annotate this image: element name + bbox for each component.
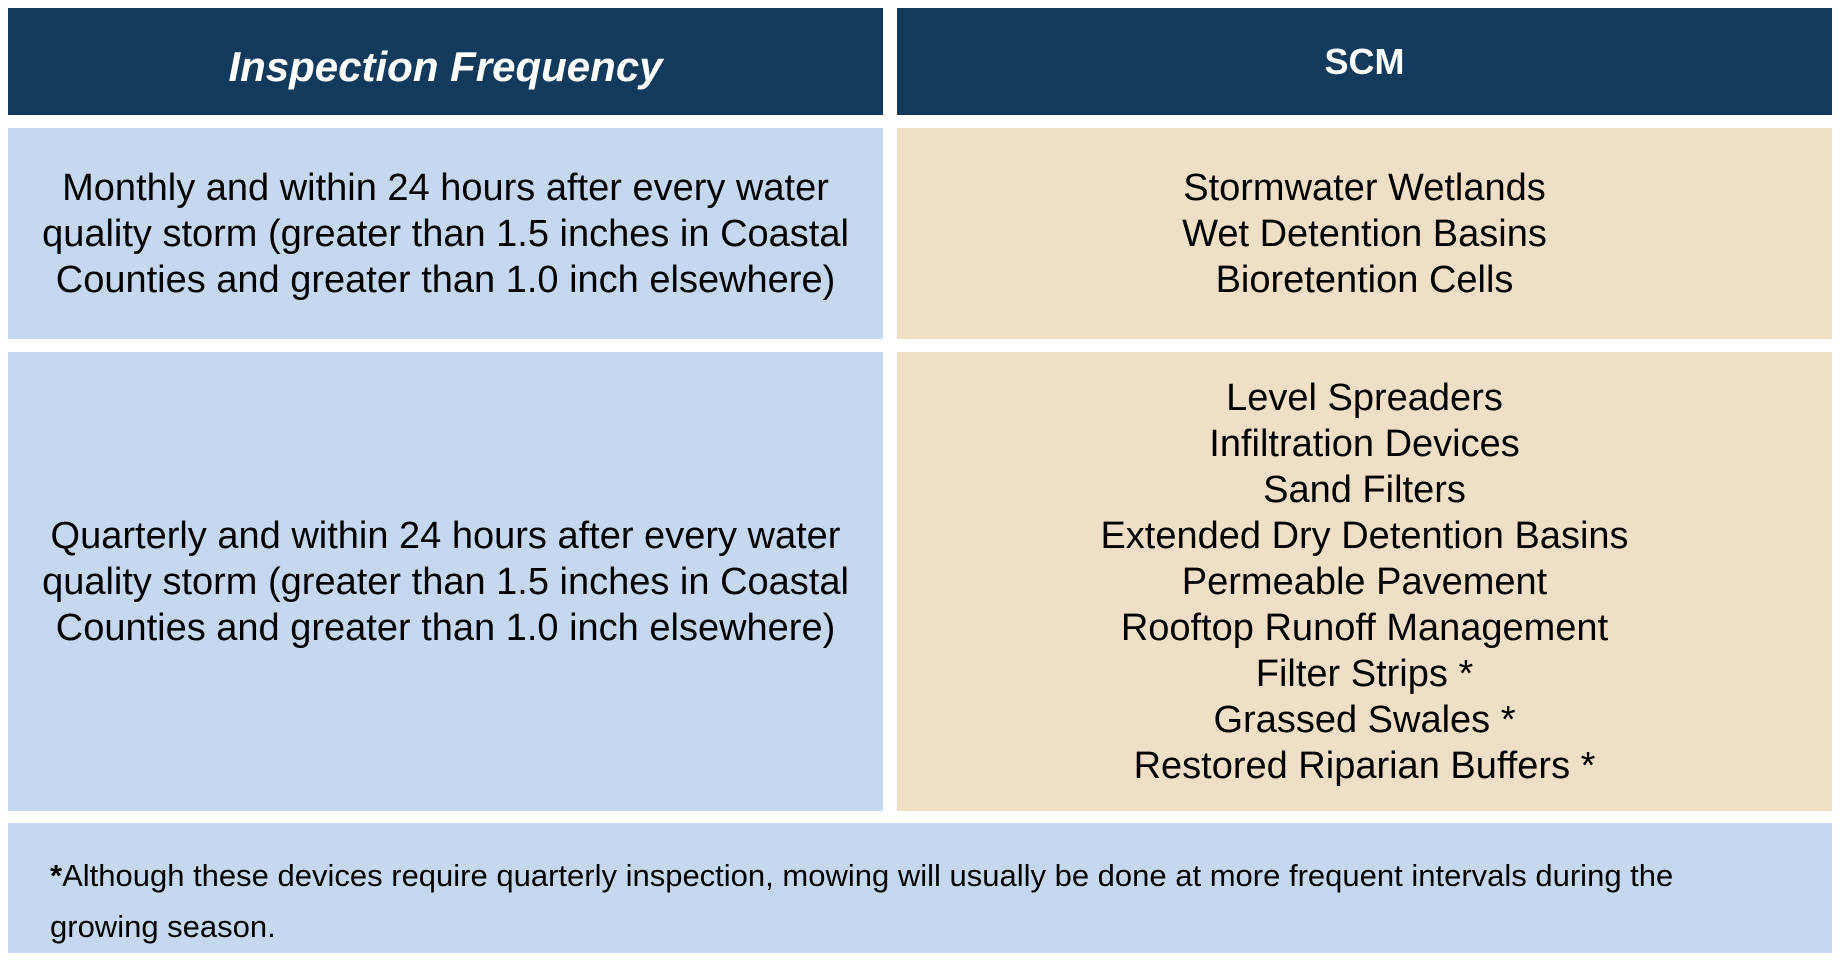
column-header-inspection-frequency: Inspection Frequency [8,8,883,115]
column-header-scm-label: SCM [1324,40,1405,82]
scm-item: Restored Riparian Buffers * [1133,744,1596,787]
scm-item: Infiltration Devices [1209,422,1520,465]
scm-item: Filter Strips * [1255,652,1474,695]
cell-frequency-quarterly: Quarterly and within 24 hours after ever… [8,352,883,811]
frequency-quarterly-text: Quarterly and within 24 hours after ever… [42,514,849,649]
footnote-text: Although these devices require quarterly… [50,858,1674,944]
frequency-monthly-text: Monthly and within 24 hours after every … [42,166,849,301]
scm-inspection-table: Inspection Frequency SCM Monthly and wit… [8,8,1832,811]
scm-item: Extended Dry Detention Basins [1100,514,1629,557]
footnote: *Although these devices require quarterl… [8,823,1832,953]
scm-item: Wet Detention Basins [1182,212,1547,255]
scm-item: Stormwater Wetlands [1183,166,1546,209]
cell-frequency-monthly: Monthly and within 24 hours after every … [8,128,883,339]
scm-item: Level Spreaders [1226,376,1503,419]
scm-item: Sand Filters [1263,468,1466,511]
column-header-scm: SCM [897,8,1832,115]
scm-item: Grassed Swales * [1213,698,1516,741]
scm-item: Permeable Pavement [1181,560,1548,603]
cell-scm-list-quarterly: Level Spreaders Infiltration Devices San… [897,352,1832,811]
scm-item: Rooftop Runoff Management [1120,606,1609,649]
scm-item: Bioretention Cells [1215,258,1514,301]
footnote-asterisk-marker: * [50,858,63,893]
cell-scm-list-monthly: Stormwater Wetlands Wet Detention Basins… [897,128,1832,339]
column-header-inspection-frequency-label: Inspection Frequency [228,42,663,90]
